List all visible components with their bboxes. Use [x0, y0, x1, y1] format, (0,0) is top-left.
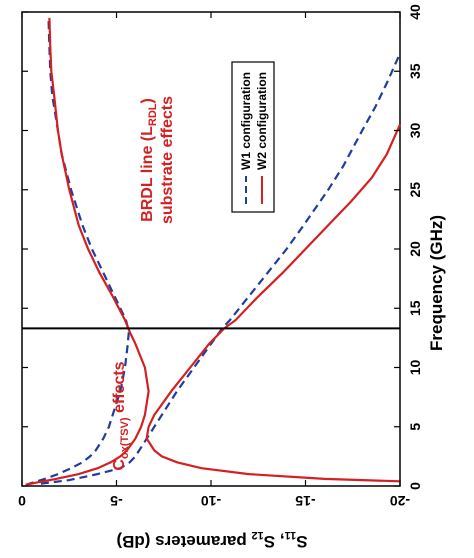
ylabel-tail: parameters (dB)	[116, 532, 251, 551]
y-tick-label-2: -10	[201, 493, 221, 509]
y-tick-label-4: -20	[390, 493, 410, 509]
x-tick-label-0: 0	[407, 482, 423, 490]
anno-cox-b: effects	[111, 361, 128, 417]
x-tick-label-7: 35	[407, 63, 423, 79]
y-tick-label-3: -15	[295, 493, 315, 509]
anno-brdl-b: )	[139, 98, 156, 103]
legend-label-w2: W2 configuration	[255, 72, 269, 170]
x-tick-label-1: 5	[407, 423, 423, 431]
curves-layer	[25, 17, 402, 486]
ylabel-sub-11: 11	[285, 529, 297, 541]
x-tick-label-2: 10	[407, 360, 423, 376]
annotation-brdl: BRDL line (LRDL)	[139, 98, 159, 222]
x-tick-label-5: 25	[407, 182, 423, 198]
plot-area: 0 5 10 15 20 25 30 35 40 0 -5 -10 -15 -20	[18, 4, 423, 509]
legend-label-w1: W1 configuration	[239, 72, 253, 170]
annotation-cox: Cox(TSV) effects	[111, 361, 131, 470]
anno-cox-a: C	[111, 459, 128, 471]
ylabel-mid: , S	[264, 532, 285, 551]
y-axis-title-text: S11, S12 parameters (dB)	[116, 529, 307, 551]
series-1-curve-2	[40, 53, 402, 485]
x-tick-label-6: 30	[407, 123, 423, 139]
ylabel-s: S	[296, 532, 307, 551]
x-tick-label-8: 40	[407, 4, 423, 20]
anno-brdl-a: BRDL line (L	[139, 126, 156, 222]
y-axis-ticks: 0 -5 -10 -15 -20	[18, 12, 410, 509]
y-tick-label-1: -5	[110, 493, 123, 509]
series-2-curve-2	[145, 124, 402, 483]
x-tick-label-3: 15	[407, 300, 423, 316]
legend: W1 configuration W2 configuration	[231, 61, 275, 213]
ylabel-sub-12: 12	[252, 529, 264, 541]
anno-brdl-sub: RDL	[147, 103, 159, 126]
x-axis-title: Frequency (GHz)	[427, 215, 446, 351]
annotation-substrate: substrate effects	[159, 96, 176, 224]
plot-frame	[21, 11, 401, 487]
y-tick-label-0: 0	[18, 493, 26, 509]
series-2-curve-1	[25, 17, 150, 486]
x-axis-ticks: 0 5 10 15 20 25 30 35 40	[22, 4, 423, 490]
anno-cox-sub: ox(TSV)	[119, 417, 131, 459]
x-tick-label-4: 20	[407, 241, 423, 257]
legend-box	[231, 61, 275, 213]
